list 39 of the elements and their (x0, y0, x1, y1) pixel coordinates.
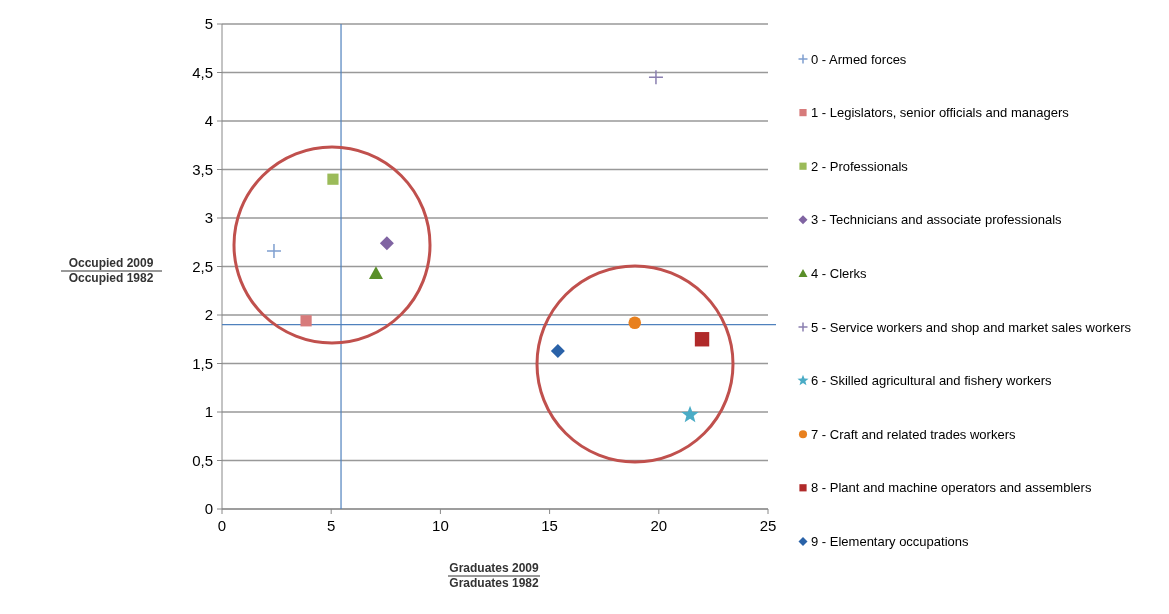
legend-label: 4 - Clerks (811, 265, 868, 281)
y-tick-label: 2,5 (192, 257, 213, 275)
legend-label: 5 - Service workers and shop and market sales workers (811, 319, 1132, 335)
x-tick-label: 20 (650, 517, 668, 534)
y-tick-label: 1,5 (192, 354, 213, 372)
y-tick-label: 2 (204, 306, 213, 324)
x-tick-label: 0 (217, 517, 227, 534)
point (628, 316, 642, 330)
legend-label: 6 - Skilled agricultural and fishery workers (811, 373, 1053, 389)
legend-label: 3 - Technicians and associate professionals (811, 212, 1063, 228)
legend-label: 9 - Elementary occupations (811, 533, 970, 549)
x-tick-label: 15 (541, 517, 558, 534)
point (379, 236, 394, 251)
legend-label: 1 - Legislators, senior officials and managers (811, 105, 1070, 121)
legend-label: 8 - Plant and machine operators and assemblers (811, 480, 1092, 496)
point (550, 343, 565, 358)
point (694, 332, 710, 347)
point (300, 315, 312, 327)
y-tick-label: 4,5 (192, 63, 213, 81)
y-tick-label: 3,5 (192, 160, 213, 178)
y-tick-label: 0 (204, 500, 213, 518)
y-tick-label: 4 (204, 112, 213, 130)
y-axis-title: Occupied 2009 Occupied 1982 (68, 256, 154, 285)
point (327, 173, 339, 185)
point (368, 266, 383, 279)
x-tick-label: 10 (432, 517, 449, 534)
x-axis-title: Graduates 2009 Graduates 1982 (449, 561, 540, 590)
y-tick-label: 0,5 (192, 451, 213, 469)
y-tick-label: 3 (204, 209, 213, 227)
x-tick-label: 5 (327, 517, 336, 534)
legend-label: 7 - Craft and related trades workers (811, 426, 1016, 442)
legend-label: 0 - Armed forces (811, 51, 907, 67)
point (681, 405, 699, 423)
point (648, 69, 664, 86)
y-tick-label: 5 (204, 15, 213, 33)
point (266, 243, 282, 259)
y-tick-label: 1 (204, 403, 213, 421)
legend-label: 2 - Professionals (811, 158, 909, 174)
x-tick-label: 25 (759, 517, 777, 534)
